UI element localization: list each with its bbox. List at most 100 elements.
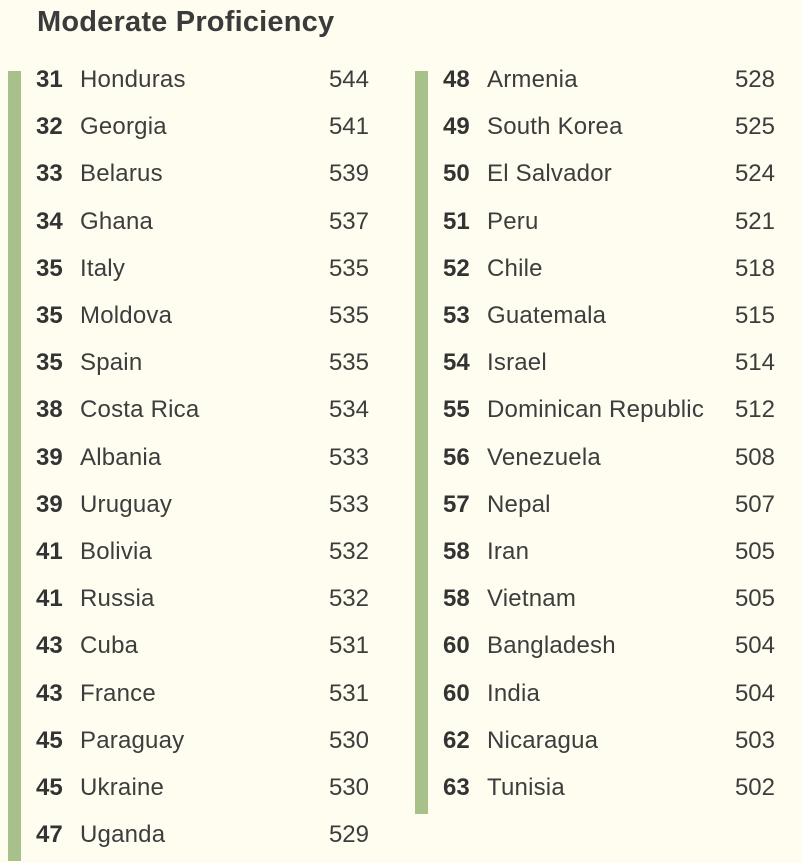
country-name: Russia — [80, 585, 155, 613]
country-name: Honduras — [80, 66, 186, 93]
country-name: Peru — [487, 207, 539, 235]
proficiency-score: 507 — [734, 490, 775, 518]
rank-number: 53 — [443, 302, 470, 329]
rank-number: 54 — [443, 349, 470, 377]
proficiency-score: 515 — [734, 302, 775, 329]
ranking-row: 63 Tunisia 502 — [407, 766, 775, 813]
country-name: Uruguay — [80, 490, 173, 518]
country-name: Dominican Republic — [487, 396, 705, 424]
rank-number: 62 — [443, 726, 470, 754]
rank-number: 41 — [36, 585, 63, 613]
proficiency-score: 532 — [328, 538, 369, 565]
proficiency-score: 504 — [734, 679, 775, 707]
proficiency-score: 528 — [734, 66, 775, 93]
ranking-row: 41 Bolivia 532 — [0, 530, 369, 577]
ranking-row: 62 Nicaragua 503 — [407, 719, 775, 766]
proficiency-score: 524 — [734, 160, 775, 188]
proficiency-score: 533 — [328, 490, 369, 518]
ranking-row: 43 France 531 — [0, 672, 369, 719]
ranking-row: 58 Iran 505 — [407, 530, 775, 577]
country-name: Nicaragua — [487, 726, 599, 754]
rank-number: 33 — [36, 160, 63, 188]
rank-number: 34 — [36, 207, 63, 235]
country-name: Israel — [487, 349, 547, 377]
ranking-row: 39 Albania 533 — [0, 436, 369, 483]
country-name: Armenia — [487, 66, 578, 93]
ranking-row: 56 Venezuela 508 — [407, 436, 775, 483]
page-title: Moderate Proficiency — [37, 6, 335, 38]
ranking-row: 47 Uganda 529 — [0, 813, 369, 860]
proficiency-score: 502 — [734, 774, 775, 801]
rank-number: 49 — [443, 113, 470, 141]
country-name: Nepal — [487, 490, 551, 518]
ranking-row: 35 Moldova 535 — [0, 294, 369, 341]
proficiency-score: 531 — [328, 679, 369, 707]
rank-number: 39 — [36, 443, 63, 471]
ranking-row: 51 Peru 521 — [407, 200, 775, 247]
ranking-row: 55 Dominican Republic 512 — [407, 388, 775, 435]
rank-number: 35 — [36, 302, 63, 329]
country-name: South Korea — [487, 113, 623, 141]
rank-number: 58 — [443, 585, 470, 613]
proficiency-score: 508 — [734, 443, 775, 471]
proficiency-score: 534 — [328, 396, 369, 424]
rank-number: 51 — [443, 207, 470, 235]
rank-number: 43 — [36, 632, 63, 660]
proficiency-score: 539 — [328, 160, 369, 188]
ranking-row: 43 Cuba 531 — [0, 624, 369, 671]
country-name: Moldova — [80, 302, 173, 329]
rank-number: 50 — [443, 160, 470, 188]
proficiency-score: 535 — [328, 302, 369, 329]
rank-number: 55 — [443, 396, 470, 424]
rank-number: 35 — [36, 254, 63, 282]
ranking-row: 58 Vietnam 505 — [407, 577, 775, 624]
ranking-row: 34 Ghana 537 — [0, 200, 369, 247]
ranking-row: 60 Bangladesh 504 — [407, 624, 775, 671]
proficiency-score: 518 — [734, 254, 775, 282]
rank-number: 45 — [36, 726, 63, 754]
country-name: Belarus — [80, 160, 163, 188]
rank-number: 47 — [36, 821, 63, 849]
rank-number: 60 — [443, 632, 470, 660]
proficiency-score: 537 — [328, 207, 369, 235]
rank-number: 31 — [36, 66, 63, 93]
right-accent-bar — [415, 71, 428, 814]
rank-number: 56 — [443, 443, 470, 471]
rank-number: 41 — [36, 538, 63, 565]
country-name: Bangladesh — [487, 632, 616, 660]
country-name: Albania — [80, 443, 162, 471]
proficiency-score: 503 — [734, 726, 775, 754]
country-name: Guatemala — [487, 302, 607, 329]
proficiency-score: 512 — [734, 396, 775, 424]
rank-number: 32 — [36, 113, 63, 141]
proficiency-score: 529 — [328, 821, 369, 849]
ranking-row: 35 Italy 535 — [0, 247, 369, 294]
proficiency-score: 531 — [328, 632, 369, 660]
country-name: Chile — [487, 254, 543, 282]
ranking-row: 31 Honduras 544 — [0, 58, 369, 105]
ranking-row: 50 El Salvador 524 — [407, 152, 775, 199]
country-name: Ghana — [80, 207, 154, 235]
country-name: El Salvador — [487, 160, 612, 188]
ranking-row: 33 Belarus 539 — [0, 152, 369, 199]
rank-number: 52 — [443, 254, 470, 282]
proficiency-score: 541 — [328, 113, 369, 141]
rank-number: 43 — [36, 679, 63, 707]
proficiency-score: 544 — [328, 66, 369, 93]
rank-number: 57 — [443, 490, 470, 518]
country-name: Spain — [80, 349, 143, 377]
proficiency-score: 521 — [734, 207, 775, 235]
ranking-row: 57 Nepal 507 — [407, 483, 775, 530]
rank-number: 45 — [36, 774, 63, 801]
rank-number: 58 — [443, 538, 470, 565]
proficiency-score: 530 — [328, 726, 369, 754]
ranking-row: 45 Paraguay 530 — [0, 719, 369, 766]
country-name: Uganda — [80, 821, 166, 849]
proficiency-score: 505 — [734, 585, 775, 613]
country-name: Bolivia — [80, 538, 153, 565]
ranking-row: 32 Georgia 541 — [0, 105, 369, 152]
rank-number: 39 — [36, 490, 63, 518]
rank-number: 35 — [36, 349, 63, 377]
country-name: Paraguay — [80, 726, 185, 754]
proficiency-score: 505 — [734, 538, 775, 565]
